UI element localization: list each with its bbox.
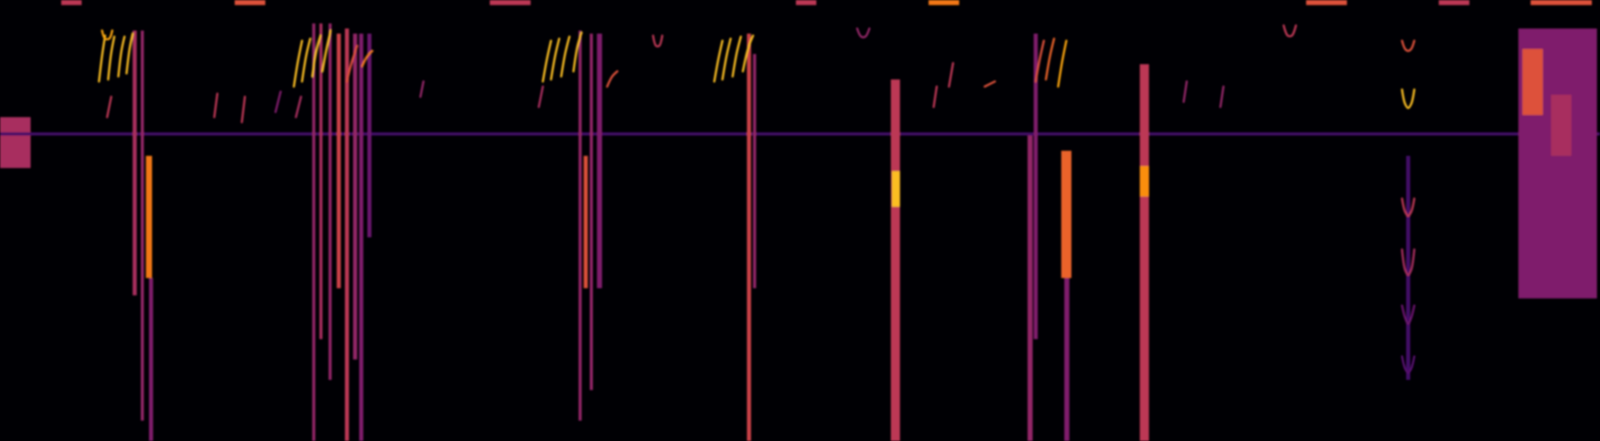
chirp — [857, 28, 870, 38]
cell — [596, 33, 602, 289]
cell — [1139, 166, 1149, 197]
cell — [796, 0, 817, 6]
chirp — [948, 63, 953, 87]
chirp — [322, 30, 331, 72]
cell — [234, 0, 266, 6]
chirp — [1283, 25, 1296, 37]
chirp — [607, 71, 618, 87]
cell — [1438, 0, 1470, 6]
chirp — [732, 36, 742, 77]
cell — [359, 33, 363, 441]
cell — [589, 33, 593, 391]
chirp — [126, 33, 133, 74]
chirp — [714, 40, 723, 82]
chirp — [551, 38, 560, 80]
cell — [1027, 135, 1033, 441]
chirp — [214, 93, 218, 118]
chirp — [241, 96, 245, 123]
cell — [312, 23, 316, 441]
cell — [140, 30, 144, 422]
chirp — [1401, 198, 1414, 217]
cell — [132, 30, 137, 296]
chirp — [1401, 305, 1414, 325]
cell — [583, 155, 588, 289]
cell — [1550, 94, 1572, 156]
chirp — [984, 81, 996, 87]
chirp — [102, 30, 113, 40]
cell — [928, 0, 960, 6]
chirp — [1401, 249, 1414, 276]
cell — [1406, 155, 1411, 381]
chirp — [1401, 89, 1414, 109]
cell — [145, 155, 152, 279]
cell — [890, 79, 900, 441]
plot-area — [0, 0, 1600, 441]
spectrogram-chart — [0, 0, 1600, 441]
chirp — [933, 86, 937, 107]
chirp — [1401, 40, 1414, 52]
cell — [1530, 0, 1592, 6]
cell — [148, 278, 153, 441]
chirp — [573, 32, 582, 72]
chirp — [312, 35, 321, 77]
chirp — [538, 86, 543, 107]
cell — [336, 33, 341, 289]
chirp — [107, 96, 112, 118]
chirp — [362, 50, 373, 67]
cell — [344, 28, 349, 441]
chirp — [347, 46, 358, 82]
cell — [61, 0, 82, 6]
cell — [578, 30, 582, 422]
chirps — [99, 25, 1415, 373]
chirp — [301, 38, 311, 82]
plot-background — [0, 0, 1600, 441]
chirp — [1401, 356, 1414, 374]
cell — [891, 171, 900, 208]
cell — [1518, 28, 1597, 299]
chirp — [1045, 38, 1055, 80]
chirp — [542, 40, 552, 82]
cell — [747, 33, 751, 441]
chirp — [118, 36, 125, 77]
cell — [1522, 49, 1543, 116]
cell — [367, 33, 372, 238]
chirp — [1058, 40, 1067, 87]
chirp — [1183, 81, 1187, 102]
cell — [1061, 150, 1072, 279]
cell — [1139, 64, 1149, 441]
chirp — [722, 38, 731, 80]
chirp — [420, 81, 424, 97]
chirp — [295, 96, 301, 118]
cell — [489, 0, 531, 6]
cell — [1064, 278, 1070, 441]
cell — [753, 53, 757, 289]
chirp — [742, 35, 754, 72]
cell — [353, 33, 357, 360]
cell — [328, 23, 332, 381]
chirp — [294, 40, 303, 87]
chirp — [1220, 86, 1224, 107]
chirp — [108, 36, 115, 80]
chirp — [1035, 40, 1044, 82]
cell — [0, 117, 31, 168]
cells — [0, 0, 1600, 441]
cell — [0, 132, 1600, 136]
chirp — [99, 35, 106, 82]
cell — [1305, 0, 1347, 6]
chirp — [561, 36, 570, 77]
chirp — [653, 35, 663, 47]
chirp — [275, 91, 281, 112]
